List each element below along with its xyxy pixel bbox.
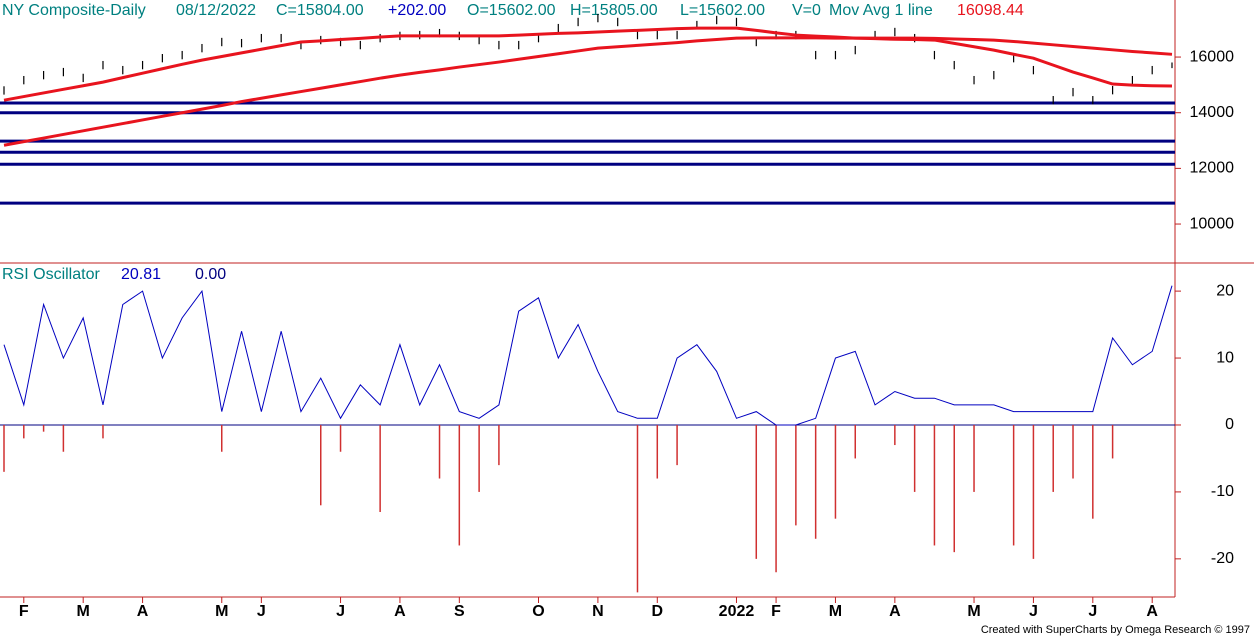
- x-tick-label: D: [652, 603, 664, 620]
- header-low: L=15602.00: [680, 2, 765, 19]
- x-tick-label: M: [215, 603, 228, 620]
- x-tick-label: J: [1088, 603, 1097, 620]
- x-tick-label: 2022: [719, 603, 755, 620]
- rsi-title: RSI Oscillator: [2, 266, 100, 283]
- chart-title: NY Composite-Daily: [2, 2, 146, 19]
- x-tick-label: J: [336, 603, 345, 620]
- x-tick-label: F: [771, 603, 781, 620]
- rsi-line: [3, 285, 1173, 426]
- x-tick-label: S: [454, 603, 465, 620]
- footer: Created with SuperCharts by Omega Resear…: [981, 624, 1250, 636]
- header-change: +202.00: [388, 2, 446, 19]
- header-volume: V=0: [792, 2, 821, 19]
- y-tick-label: 14000: [1190, 104, 1235, 121]
- x-tick-label: N: [592, 603, 604, 620]
- x-tick-label: F: [19, 603, 29, 620]
- y-tick-label: 10000: [1190, 215, 1235, 232]
- header-high: H=15805.00: [570, 2, 658, 19]
- x-tick-label: M: [77, 603, 90, 620]
- rsi-value: 20.81: [121, 266, 161, 283]
- y-tick-label: 16000: [1190, 48, 1235, 65]
- header-ma: Mov Avg 1 line: [829, 2, 933, 19]
- y-tick-label: 0: [1225, 416, 1234, 433]
- moving-average: [3, 26, 1173, 102]
- x-tick-label: A: [394, 603, 406, 620]
- header-close: C=15804.00: [276, 2, 364, 19]
- y-tick-label: -10: [1211, 483, 1234, 500]
- x-tick-label: A: [137, 603, 149, 620]
- x-tick-label: A: [1146, 603, 1158, 620]
- x-tick-label: A: [889, 603, 901, 620]
- header-date: 08/12/2022: [176, 2, 256, 19]
- moving-average: [3, 36, 1173, 147]
- x-tick-label: M: [829, 603, 842, 620]
- header-open: O=15602.00: [467, 2, 556, 19]
- x-tick-label: M: [967, 603, 980, 620]
- x-tick-label: J: [1029, 603, 1038, 620]
- header-ma-value: 16098.44: [957, 2, 1024, 19]
- x-tick-label: O: [532, 603, 544, 620]
- y-tick-label: 10: [1216, 349, 1234, 366]
- x-tick-label: J: [257, 603, 266, 620]
- y-tick-label: -20: [1211, 550, 1234, 567]
- zero-value: 0.00: [195, 266, 226, 283]
- y-tick-label: 20: [1216, 282, 1234, 299]
- y-tick-label: 12000: [1190, 160, 1235, 177]
